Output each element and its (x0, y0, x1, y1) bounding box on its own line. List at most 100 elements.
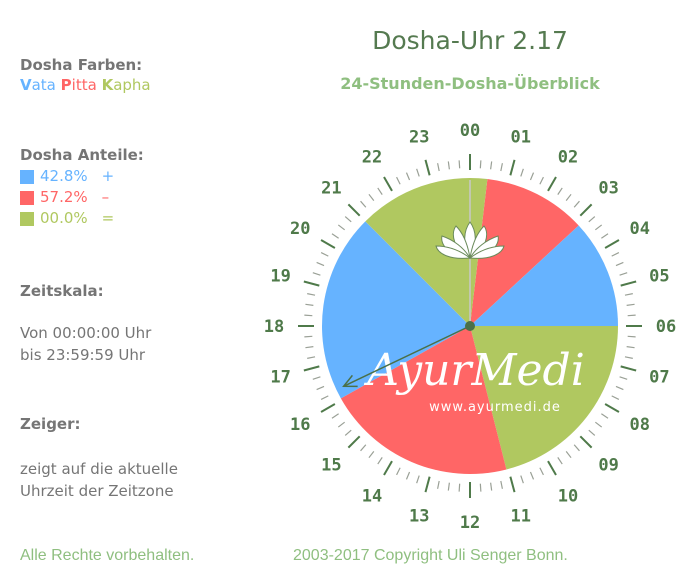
vata-share-row: 42.8% + (20, 166, 114, 187)
hour-label-04: 04 (629, 219, 649, 239)
quarter-tick (479, 483, 482, 492)
quarter-tick (337, 421, 346, 428)
hand-arrowhead (342, 374, 358, 388)
kapha-share-row: 00.0% = (20, 208, 114, 229)
page-subtitle: 24-Stunden-Dosha-Überblick (340, 74, 600, 93)
quarter-tick (490, 161, 493, 170)
quarter-tick (307, 356, 316, 359)
hour-tick (320, 403, 336, 413)
quarter-tick (627, 314, 636, 317)
quarter-tick (479, 160, 482, 169)
quarter-tick (396, 176, 401, 185)
quarter-tick (624, 356, 633, 359)
ayurmedi-url: www.ayurmedi.de (429, 400, 561, 415)
zeiger-text: zeigt auf die aktuelle Uhrzeit der Zeitz… (20, 458, 178, 502)
hour-label-16: 16 (290, 415, 310, 435)
kapha-name: apha (113, 76, 151, 94)
pitta-share-sign: – (101, 188, 110, 206)
kapha-share-value: 00.0% (40, 209, 88, 227)
quarter-tick (619, 272, 628, 276)
quarter-tick (500, 480, 503, 489)
vata-initial: V (20, 76, 32, 94)
quarter-tick (565, 450, 572, 459)
quarter-tick (416, 475, 420, 484)
quarter-tick (601, 233, 609, 239)
hour-label-11: 11 (510, 506, 530, 526)
quarter-tick (573, 444, 580, 452)
vata-segment (322, 221, 470, 399)
zeitskala-label: Zeitskala: (20, 282, 104, 300)
quarter-tick (490, 482, 493, 491)
kapha-share-sign: = (101, 209, 115, 227)
hour-labels: 00 01 02 03 04 05 06 07 08 09 10 11 12 13 14 15 16 17 18 19… (264, 121, 676, 533)
hour-label-19: 19 (270, 266, 290, 286)
kapha-segment (470, 326, 618, 470)
quarter-tick (627, 335, 636, 338)
ayurmedi-logo: AyurMedi (363, 345, 585, 396)
hour-label-02: 02 (558, 147, 578, 167)
quarter-tick (331, 233, 339, 239)
hour-label-20: 20 (290, 219, 310, 239)
quarter-tick (437, 480, 440, 489)
quarter-tick (588, 216, 596, 223)
quarter-tick (320, 395, 329, 400)
dosha-pie (322, 178, 618, 474)
quarter-tick (557, 187, 563, 195)
zeitskala-line-1: Von 00:00:00 Uhr (20, 324, 152, 342)
quarter-tick (360, 444, 367, 452)
quarter-tick (377, 187, 383, 195)
hour-label-17: 17 (270, 368, 290, 388)
quarter-tick (615, 261, 624, 267)
quarter-tick (594, 224, 603, 231)
quarter-tick (529, 172, 535, 181)
hour-label-00: 00 (460, 121, 480, 141)
zeiger-label: Zeiger: (20, 415, 81, 433)
quarter-tick (344, 216, 352, 223)
hour-label-10: 10 (558, 487, 578, 507)
quarter-tick (396, 467, 401, 476)
hour-tick (424, 159, 431, 176)
quarter-tick (529, 471, 535, 480)
clock-ticks (298, 154, 642, 498)
vata-swatch (20, 169, 34, 184)
kapha-initial: K (101, 76, 114, 94)
hour-label-15: 15 (321, 456, 341, 476)
pitta-segment (340, 326, 507, 474)
pitta-name: itta (71, 76, 97, 94)
hour-tick (509, 159, 516, 176)
pitta-share-value: 57.2% (40, 188, 88, 206)
hour-label-01: 01 (510, 128, 530, 148)
quarter-tick (611, 395, 620, 400)
hour-label-12: 12 (460, 513, 480, 533)
hour-tick (320, 239, 336, 249)
dosha-shares-list: 42.8% + 57.2% – 00.0% = (20, 166, 114, 229)
hour-label-03: 03 (598, 178, 618, 198)
zeiger-line-1: zeigt auf die aktuelle (20, 460, 178, 478)
hour-label-14: 14 (362, 487, 382, 507)
zeitskala-text: Von 00:00:00 Uhr bis 23:59:59 Uhr (20, 322, 151, 366)
quarter-tick (539, 176, 544, 185)
quarter-tick (626, 346, 635, 349)
zeitskala-line-2: bis 23:59:59 Uhr (20, 346, 146, 364)
quarter-tick (520, 475, 524, 484)
pitta-swatch (20, 190, 34, 205)
pitta-share-row: 57.2% – (20, 187, 114, 208)
quarter-tick (437, 163, 440, 172)
hour-label-23: 23 (409, 128, 429, 148)
quarter-tick (312, 272, 321, 276)
hour-tick (604, 403, 620, 413)
quarter-tick (331, 413, 339, 419)
quarter-tick (307, 293, 316, 296)
quarter-tick (405, 471, 411, 480)
quarter-tick (500, 163, 503, 172)
quarter-tick (416, 168, 420, 177)
quarter-tick (344, 429, 352, 436)
hour-tick (579, 435, 593, 449)
hour-label-22: 22 (362, 147, 382, 167)
quarter-tick (368, 193, 375, 202)
hour-label-09: 09 (598, 456, 618, 476)
quarter-tick (304, 314, 313, 317)
hour-tick (347, 435, 361, 449)
quarter-tick (405, 172, 411, 181)
pitta-initial: P (60, 76, 72, 94)
